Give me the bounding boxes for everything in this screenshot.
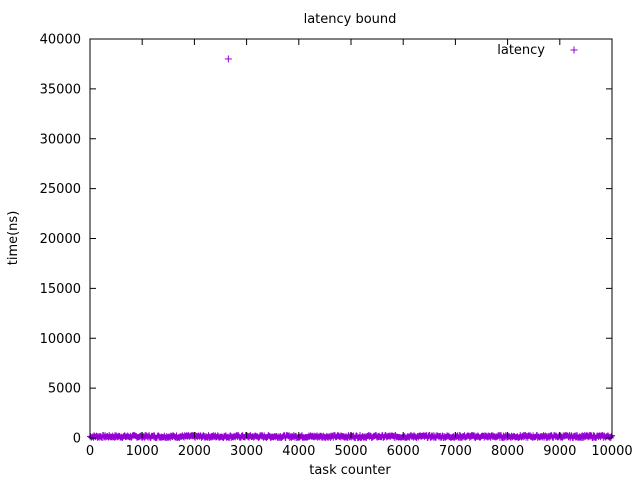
legend: latency: [497, 43, 578, 58]
legend-label-latency: latency: [497, 43, 545, 58]
y-tick-label: 0: [73, 432, 81, 447]
data-point-outlier: [224, 55, 232, 63]
data-points: [87, 55, 615, 441]
x-tick-label: 0: [86, 444, 94, 459]
x-tick-label: 2000: [178, 444, 211, 459]
plot-frame: [89, 38, 613, 439]
legend-marker-latency: [570, 46, 578, 54]
y-tick-label: 5000: [48, 382, 81, 397]
x-tick-label: 5000: [334, 444, 367, 459]
y-tick-label: 10000: [40, 332, 81, 347]
plot-area: [89, 38, 613, 439]
y-tick-label: 35000: [40, 82, 81, 97]
y-tick-label: 40000: [40, 33, 81, 48]
x-tick-label: 10000: [591, 444, 632, 459]
x-tick-label: 6000: [387, 444, 420, 459]
y-tick-label: 30000: [40, 132, 81, 147]
x-axis-label: task counter: [309, 463, 391, 478]
chart-title: latency bound: [304, 12, 397, 27]
x-tick-label: 1000: [126, 444, 159, 459]
y-tick-label: 15000: [40, 282, 81, 297]
y-axis: 0 5000 10000 15000 20000 25000 30000 35000 40000: [40, 33, 612, 447]
y-tick-label: 25000: [40, 182, 81, 197]
y-axis-label: time(ns): [6, 211, 21, 266]
y-tick-label: 20000: [40, 232, 81, 247]
x-tick-label: 8000: [491, 444, 524, 459]
x-tick-label: 7000: [439, 444, 472, 459]
x-tick-label: 3000: [230, 444, 263, 459]
x-tick-label: 9000: [543, 444, 576, 459]
legend-plus-icon: [570, 46, 578, 54]
x-tick-label: 4000: [282, 444, 315, 459]
x-axis: 0 1000 2000 3000 4000 5000 6000 7000 8000 9000 100…: [86, 39, 633, 459]
